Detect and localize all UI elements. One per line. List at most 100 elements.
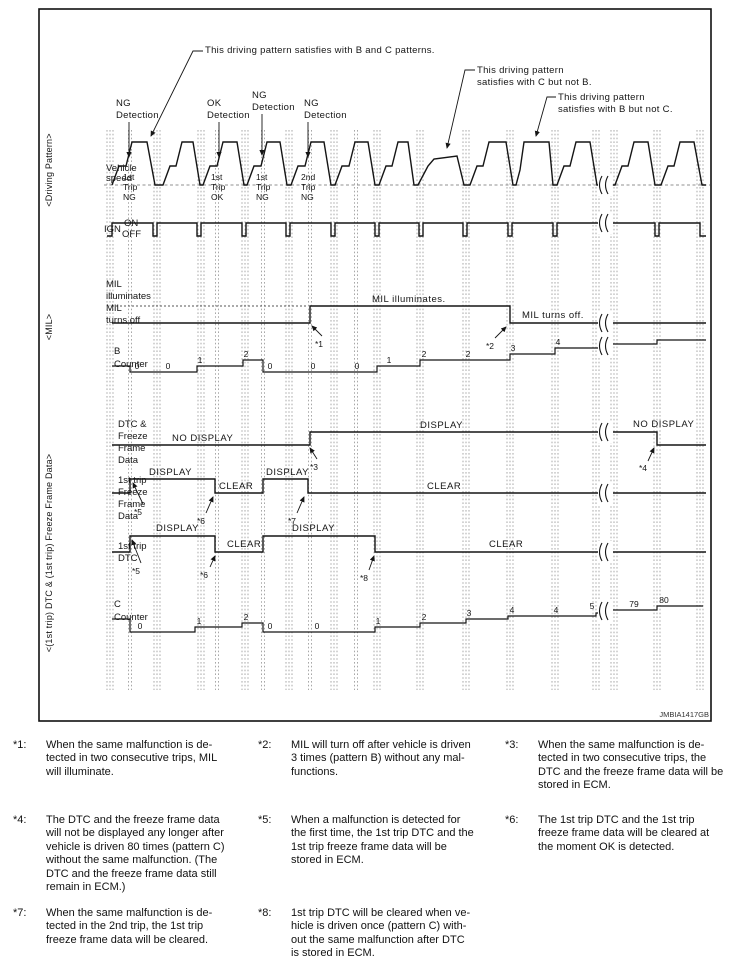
timing-diagram: This driving pattern satisfies with B an… — [38, 8, 712, 722]
c-counter-value: 1 — [376, 616, 381, 626]
figure-code: JMBIA1417GB — [659, 710, 709, 719]
row-label-off: OFF — [122, 229, 141, 240]
b-counter-value: 0 — [355, 361, 360, 371]
annotation-c-not-b-2: satisfies with C but not B. — [477, 77, 592, 88]
ref-1: *1 — [315, 339, 323, 349]
ref6a-arrow — [205, 496, 214, 514]
footnote-8-text: 1st trip DTC will be cleared when ve- hi… — [291, 907, 471, 960]
detection-3-l2: Detection — [252, 102, 295, 113]
ref6b-arrow — [209, 555, 216, 568]
ff-display-1: DISPLAY — [149, 467, 192, 478]
ff-clear-1: CLEAR — [219, 481, 253, 492]
annotation-bc: This driving pattern satisfies with B an… — [205, 45, 435, 56]
c-counter-wave — [112, 612, 598, 633]
ref-2: *2 — [486, 341, 494, 351]
break-curve — [598, 601, 603, 621]
footnote-7-id: *7: — [13, 907, 27, 919]
row-label-c-counter: Counter — [114, 612, 148, 623]
row-label-dtc1-2: DTC — [118, 553, 138, 564]
vehicle-speed-wave-2 — [613, 141, 706, 186]
row-label-dtcff-3: Frame — [118, 443, 145, 454]
row-label-vehicle: Vehicle — [106, 163, 137, 174]
group-label-driving-pattern: <Driving Pattern> — [44, 133, 54, 206]
row-label-ff1-2: Freeze — [118, 487, 148, 498]
vehicle-speed-wave — [111, 141, 598, 186]
footnote-2-text: MIL will turn off after vehicle is drive… — [291, 739, 471, 778]
row-label-b-counter: Counter — [114, 359, 148, 370]
ref-7: *7 — [288, 516, 296, 526]
bc-pattern-arrow — [150, 50, 203, 137]
row-label-mil-4: turns off — [106, 315, 141, 326]
break-curve — [598, 313, 603, 333]
first-trip-dtc-wave — [112, 535, 598, 553]
row-label-on: ON — [124, 218, 138, 229]
group-label-mil: <MIL> — [44, 314, 54, 341]
b-counter-value: 0 — [166, 361, 171, 371]
c-not-b-arrow — [445, 69, 475, 149]
ref5a-arrow — [132, 482, 144, 505]
break-curve — [598, 542, 603, 562]
footnote-5-id: *5: — [258, 814, 272, 826]
annotation-b-not-c-1: This driving pattern — [558, 92, 645, 103]
trip-3-l3: NG — [256, 192, 269, 202]
b-counter-value: 4 — [556, 337, 561, 347]
ref3-arrow — [309, 447, 318, 460]
break-curve — [604, 601, 609, 621]
row-label-ign: IGN — [104, 224, 121, 235]
row-label-dtc1-1: 1st trip — [118, 541, 147, 552]
b-counter-value: 0 — [311, 361, 316, 371]
footnote-3: *3: When the same malfunction is de- tec… — [505, 739, 745, 793]
b-counter-value: 0 — [268, 361, 273, 371]
b-counter-wave-2 — [613, 339, 706, 345]
dtc-display-2: DISPLAY — [292, 523, 335, 534]
break-curve — [604, 336, 609, 356]
detection-2-l2: Detection — [207, 110, 250, 121]
ref4-arrow — [647, 447, 655, 462]
annotation-c-not-b-1: This driving pattern — [477, 65, 564, 76]
row-label-dtcff-1: DTC & — [118, 419, 147, 430]
break-curve — [604, 313, 609, 333]
dtc-clear-2: CLEAR — [489, 539, 523, 550]
ref7-arrow — [296, 496, 305, 514]
c-counter-value: 0 — [138, 621, 143, 631]
gridlines — [106, 130, 704, 690]
footnote-8-id: *8: — [258, 907, 272, 919]
group-label-dtc-ff: <(1st trip) DTC & (1st trip) Freeze Fram… — [44, 454, 54, 652]
detection-4-l2: Detection — [304, 110, 347, 121]
detection-4-l1: NG — [304, 98, 319, 109]
trip-3-l1: 1st — [256, 172, 268, 182]
footnote-4: *4: The DTC and the freeze frame data wi… — [13, 814, 253, 894]
c-counter-value: 79 — [629, 599, 639, 609]
row-label-c: C — [114, 599, 121, 610]
ref-8: *8 — [360, 573, 368, 583]
ref-3: *3 — [310, 462, 318, 472]
trip-2-l1: 1st — [211, 172, 223, 182]
c-counter-value: 0 — [268, 621, 273, 631]
trip-4-l2: Trip — [301, 182, 316, 192]
break-curve — [598, 213, 603, 233]
detection-2-l1: OK — [207, 98, 222, 109]
footnote-5-text: When a malfunction is detected for the f… — [291, 814, 474, 867]
footnote-4-id: *4: — [13, 814, 27, 826]
footnote-8: *8: 1st trip DTC will be cleared when ve… — [258, 907, 498, 961]
ref-6a: *6 — [197, 516, 205, 526]
mil-wave — [112, 305, 598, 324]
ref5b-arrow — [131, 539, 142, 564]
break-curve — [604, 213, 609, 233]
ref8-arrow — [368, 555, 375, 571]
diagram-border — [38, 8, 712, 722]
trip-4-l1: 2nd — [301, 172, 315, 182]
c-counter-value: 5 — [590, 601, 595, 611]
break-curve — [604, 542, 609, 562]
c-counter-wave-2 — [613, 605, 703, 611]
b-counter-value: 2 — [244, 349, 249, 359]
row-label-dtcff-2: Freeze — [118, 431, 148, 442]
b-counter-value: 3 — [511, 343, 516, 353]
c-counter-value: 0 — [315, 621, 320, 631]
ref-5b: *5 — [132, 566, 140, 576]
footnote-6-id: *6: — [505, 814, 519, 826]
ref1-arrow — [311, 325, 323, 337]
break-curve — [598, 175, 603, 195]
row-label-mil-3: MIL — [106, 303, 122, 314]
